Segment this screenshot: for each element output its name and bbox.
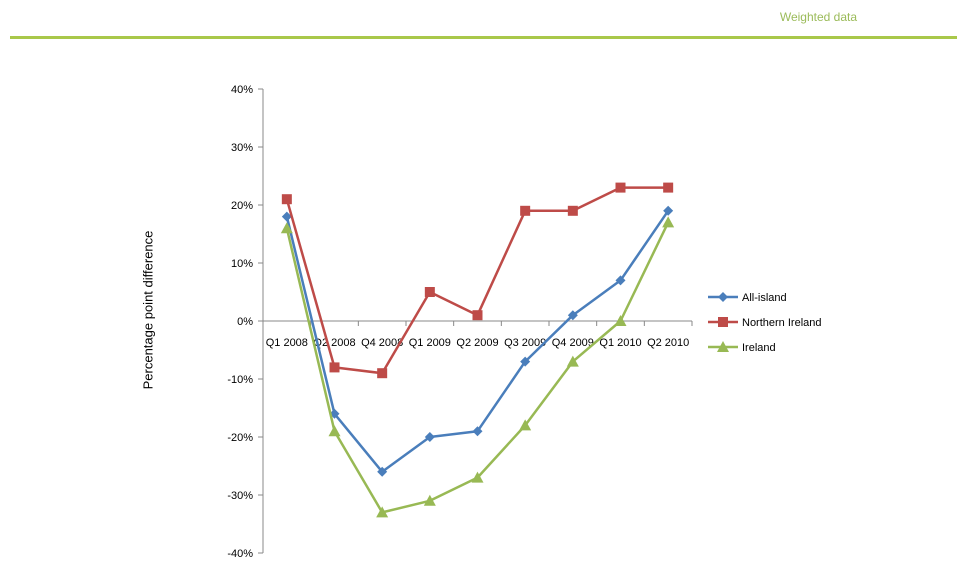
data-point-triangle — [423, 494, 436, 506]
x-tick-label: Q2 2010 — [647, 337, 689, 349]
legend-label: Ireland — [742, 342, 776, 354]
data-point-triangle — [566, 355, 579, 367]
x-tick-label: Q2 2009 — [456, 337, 498, 349]
data-point-diamond — [567, 310, 578, 321]
series-ireland — [280, 216, 675, 518]
data-point-triangle — [614, 315, 627, 326]
x-tick-label: Q1 2008 — [266, 337, 308, 349]
y-tick-label: -10% — [227, 374, 253, 386]
legend-item: Northern Ireland — [708, 317, 822, 329]
legend-label: Northern Ireland — [742, 317, 822, 329]
legend-item: Ireland — [708, 341, 776, 354]
header-rule — [10, 36, 957, 39]
y-tick-label: -40% — [227, 548, 253, 560]
y-tick-label: 0% — [237, 316, 253, 328]
data-point-triangle — [662, 216, 675, 228]
x-tick-label: Q2 2008 — [313, 337, 355, 349]
data-point-diamond — [281, 211, 292, 222]
chart-series — [280, 182, 675, 518]
data-point-triangle — [471, 471, 484, 483]
chart-axes: 40% 30% 20% 10% 0% -10% -20% -30% -40% Q1 2008 Q2 … — [227, 84, 693, 560]
legend-item: All-island — [708, 292, 787, 304]
data-point-triangle — [717, 341, 729, 352]
data-point-square — [663, 182, 674, 193]
data-point-square — [718, 317, 728, 327]
data-point-square — [377, 368, 388, 379]
data-point-triangle — [376, 506, 389, 518]
header-label: Weighted data — [779, 10, 857, 24]
data-point-square — [281, 194, 292, 205]
x-tick-label: Q1 2009 — [409, 337, 451, 349]
series-northern-ireland — [281, 182, 674, 379]
data-point-diamond — [663, 205, 674, 216]
data-point-square — [329, 362, 340, 373]
data-point-triangle — [519, 419, 532, 431]
x-tick-label: Q4 2009 — [552, 337, 594, 349]
chart-legend: All-island Northern Ireland Ireland — [708, 292, 822, 354]
data-point-diamond — [520, 356, 531, 367]
data-point-square — [615, 182, 626, 193]
legend-label: All-island — [742, 292, 787, 304]
y-tick-label: -20% — [227, 432, 253, 444]
data-point-triangle — [328, 425, 341, 437]
y-tick-label: 30% — [231, 142, 253, 154]
data-point-diamond — [718, 292, 728, 302]
data-point-diamond — [424, 432, 435, 442]
x-tick-label: Q4 2008 — [361, 337, 403, 349]
data-point-square — [424, 287, 435, 297]
data-point-square — [472, 310, 483, 321]
x-tick-label: Q1 2010 — [599, 337, 641, 349]
x-tick-label: Q3 2009 — [504, 337, 546, 349]
series-all-island — [281, 205, 674, 477]
y-tick-label: 10% — [231, 258, 253, 270]
y-tick-label: 20% — [231, 200, 253, 212]
data-point-triangle — [280, 222, 293, 234]
y-tick-label: 40% — [231, 84, 253, 96]
data-point-diamond — [377, 466, 388, 477]
data-point-square — [567, 205, 578, 216]
data-point-square — [520, 205, 531, 216]
data-point-diamond — [472, 426, 483, 437]
data-point-diamond — [615, 275, 626, 286]
y-tick-label: -30% — [227, 490, 253, 502]
